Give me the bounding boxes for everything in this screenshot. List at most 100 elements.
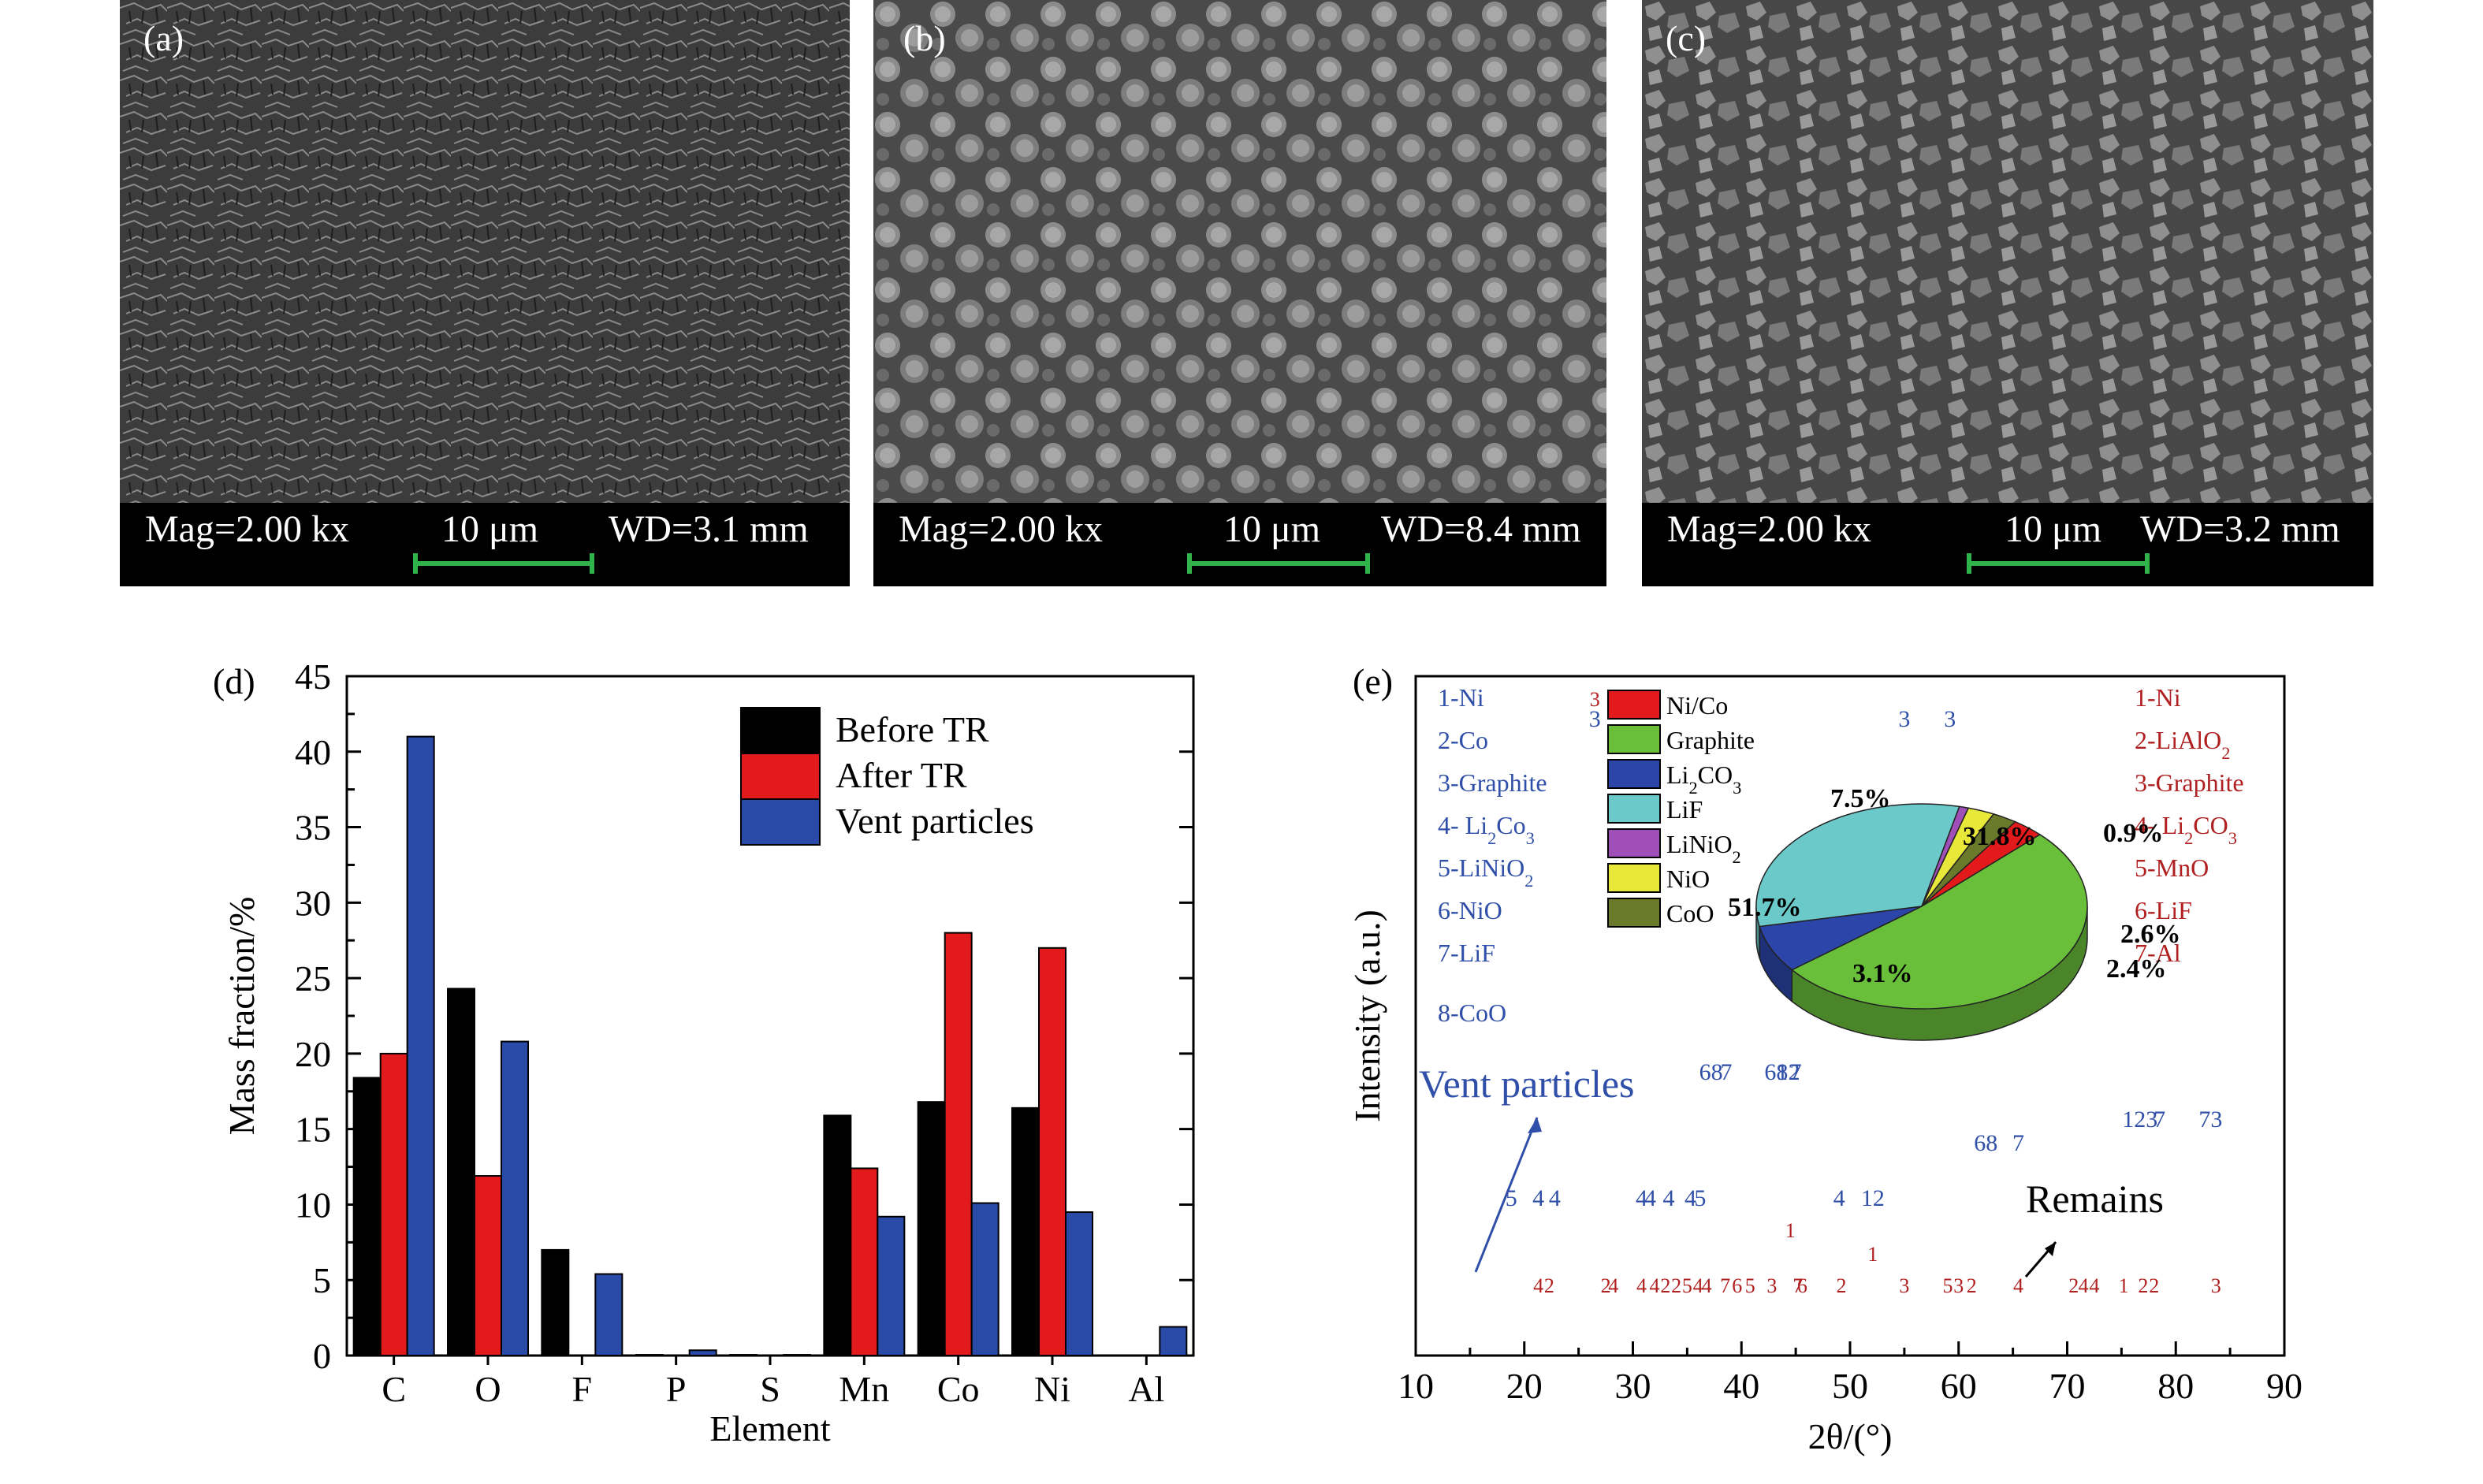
pie-legend-swatch [1607,863,1661,893]
x-tick-label: 20 [1506,1366,1543,1406]
pie-value-label: 51.7% [1728,893,1802,922]
x-tick-label: P [666,1369,687,1409]
remains-peak-label: 1 [2119,1274,2129,1297]
vent-legend-item: 3-Graphite [1438,768,1547,797]
y-tick-label: 35 [295,808,331,848]
bar-chart-mass-fraction: 0 5 10 15 20 25 30 35 40 45 C O F P S Mn Co Ni Al Element Ma… [221,656,1195,1449]
remains-legend-item: 4- Li2CO3 [2135,811,2237,848]
bar-vent-particles [501,1040,529,1356]
panel-letter: (a) [143,18,184,58]
remains-arrow-head [2045,1242,2056,1256]
remains-peak-label: 6 [1797,1274,1807,1297]
pie-legend-label: LiNiO2 [1666,830,1741,867]
y-tick-label: 15 [295,1110,331,1150]
remains-peak-label: 2 [2068,1274,2079,1297]
remains-peak-label: 3 [1766,1274,1777,1297]
magnification-text: Mag=2.00 kx [899,508,1104,550]
vent-peak-label: 4 [1549,1185,1561,1211]
remains-peak-label: 2 [2149,1274,2159,1297]
remains-peak-label: 2 [1660,1274,1670,1297]
remains-legend-item: 5-MnO [2135,854,2209,882]
remains-peak-label: 4 [2089,1274,2099,1297]
bar-after-tr [379,1052,408,1357]
remains-peak-label: 6 [1732,1274,1742,1297]
x-tick-label: Mn [839,1369,889,1409]
panel-e-letter: (e) [1353,661,1394,701]
y-axis-label: Intensity (a.u.) [1347,909,1387,1122]
pie-slice-coo [1921,813,2016,907]
y-tick-label: 5 [313,1260,331,1300]
remains-peak-label: 2 [1671,1274,1681,1297]
vent-peak-label: 73 [2198,1106,2222,1133]
bar-before-tr [729,1354,758,1357]
x-tick-label: F [572,1369,593,1409]
pie-chart [1755,803,2088,1041]
vent-peak-label: 123 [2122,1106,2157,1133]
remains-peak-label: 7 [1720,1274,1730,1297]
x-tick-label: 30 [1615,1366,1651,1406]
remains-peak-label: 2 [1967,1274,1977,1297]
remains-peak-label: 4 [1636,1274,1647,1297]
x-tick-label: 10 [1398,1366,1434,1406]
scale-text: 10 μm [441,508,539,550]
vent-peak-label: 7 [2154,1106,2165,1133]
x-tick-label: 50 [1832,1366,1868,1406]
vent-legend-item: 2-Co [1438,726,1488,754]
pie-legend-label: LiF [1666,795,1703,824]
vent-peak-label: 5 [1506,1185,1517,1211]
panel-letter: (b) [903,18,946,58]
bar-vent-particles [1065,1211,1093,1356]
scale-line [1967,553,2150,574]
magnification-text: Mag=2.00 kx [145,508,350,550]
working-distance-text: WD=8.4 mm [1381,508,1581,550]
x-tick-label: 40 [1723,1366,1759,1406]
pie-value-label: 2.4% [2106,954,2167,984]
vent-peak-label: 5 [1694,1185,1706,1211]
y-tick-label: 30 [295,883,331,923]
remains-peak-label: 4 [1693,1274,1703,1297]
x-axis-label: 2θ/(°) [1808,1416,1893,1456]
scale-line [1187,553,1370,574]
remains-legend-item: 1-Ni [2135,683,2181,712]
bar-before-tr [447,987,475,1356]
x-tick-label: 60 [1941,1366,1977,1406]
pie-legend-swatch [1607,898,1661,928]
bar-before-tr [917,1101,946,1356]
pie-legend-label: CoO [1666,899,1714,928]
y-tick-label: 45 [295,656,331,697]
pie-value-label: 2.6% [2120,920,2181,949]
bar-vent-particles [406,735,435,1357]
legend-swatch [740,753,821,800]
pie-legend-swatch [1607,828,1661,858]
vent-peak-label: 7 [2012,1130,2024,1156]
vent-peak-label: 68 [1699,1059,1723,1085]
sem-panel-b: (b) Mag=2.00 kx 10 μm WD=8.4 mm [873,0,1606,586]
remains-peak-label: 4 [2079,1274,2089,1297]
remains-legend-item: 3-Graphite [2135,768,2244,797]
remains-peak-label: 4 [1533,1274,1543,1297]
x-tick-label: 80 [2157,1366,2194,1406]
pie-slice-graphite [1790,834,2088,1010]
vent-peak-label: 68 [1974,1130,1997,1156]
remains-peak-label: 3 [1953,1274,1964,1297]
remains-peak-label: 5 [1942,1274,1953,1297]
remains-peak-label: 2 [1601,1274,1611,1297]
bar-after-tr [1038,947,1067,1356]
pie-legend-swatch [1607,794,1661,824]
panel-letter: (c) [1666,18,1707,58]
remains-peak-label: 3 [1590,688,1600,711]
x-tick-label: O [475,1369,501,1409]
y-tick-label: 40 [295,732,331,772]
x-tick-label: Co [937,1369,980,1409]
legend-label: After TR [836,755,967,795]
bar-after-tr [474,1175,502,1356]
scale-bar: Mag=2.00 kx 10 μm WD=3.1 mm [120,503,850,586]
pie-slice-lif [1755,803,1960,928]
bar-before-tr [541,1248,570,1357]
remains-peak-label: 4 [2013,1274,2023,1297]
vent-peak-label: 4 [1644,1185,1656,1211]
sem-panel-c: (c) Mag=2.00 kx 10 μm WD=3.2 mm [1642,0,2373,586]
vent-particles-label: Vent particles [1419,1062,1635,1106]
vent-peak-label: 4 [1833,1185,1845,1211]
xrd-pattern-chart: 10 20 30 40 50 60 70 80 90 2θ/(°) Intensity (a.u.)… [1347,675,2302,1456]
